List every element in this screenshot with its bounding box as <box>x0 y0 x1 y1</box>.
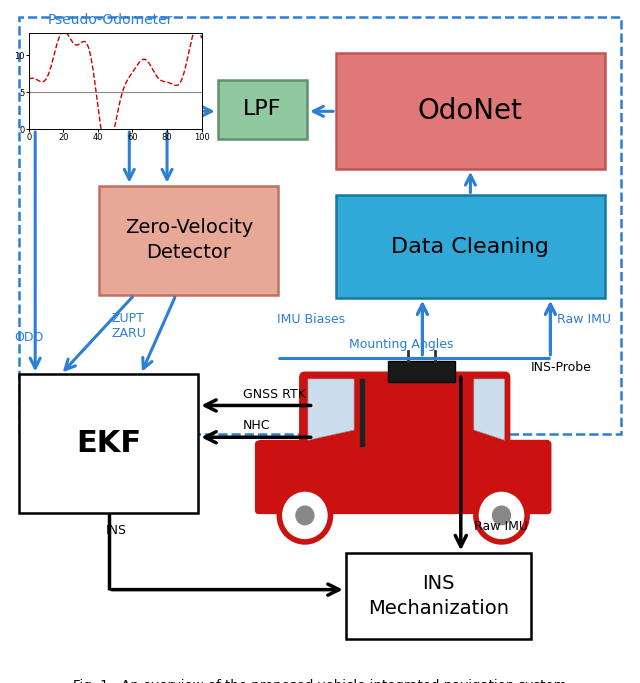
Text: Fig. 1.  An overview of the proposed vehicle integrated navigation system: Fig. 1. An overview of the proposed vehi… <box>73 679 567 683</box>
Polygon shape <box>308 379 354 440</box>
Bar <box>99 186 278 295</box>
Text: EKF: EKF <box>76 430 141 458</box>
Bar <box>346 553 531 639</box>
Text: GNSS RTK: GNSS RTK <box>243 388 306 401</box>
Circle shape <box>493 506 511 525</box>
Bar <box>259 440 548 452</box>
FancyBboxPatch shape <box>255 441 551 514</box>
Text: INS
Mechanization: INS Mechanization <box>368 574 509 618</box>
Text: Raw IMU: Raw IMU <box>474 520 527 533</box>
Text: LPF: LPF <box>243 99 282 120</box>
FancyBboxPatch shape <box>300 372 509 453</box>
Polygon shape <box>504 445 548 496</box>
Text: OdoNet: OdoNet <box>418 97 523 125</box>
Bar <box>336 53 605 169</box>
Text: ZARU: ZARU <box>112 326 147 339</box>
Bar <box>19 16 621 434</box>
Polygon shape <box>259 445 302 496</box>
Bar <box>336 195 605 298</box>
Text: ZUPT: ZUPT <box>112 311 145 324</box>
Text: ODO: ODO <box>14 331 44 344</box>
Text: Mounting Angles: Mounting Angles <box>349 338 453 351</box>
Bar <box>19 374 198 514</box>
Bar <box>218 79 307 139</box>
Text: NHC: NHC <box>243 419 271 432</box>
Text: Raw IMU: Raw IMU <box>557 313 611 326</box>
Text: Data Cleaning: Data Cleaning <box>392 237 549 257</box>
Circle shape <box>476 489 527 542</box>
FancyBboxPatch shape <box>388 361 456 382</box>
Circle shape <box>296 506 314 525</box>
Text: Zero-Velocity
Detector: Zero-Velocity Detector <box>125 218 253 262</box>
Text: INS-Probe: INS-Probe <box>531 361 592 374</box>
Bar <box>360 379 364 446</box>
Circle shape <box>279 489 330 542</box>
Text: Pseudo-Odometer: Pseudo-Odometer <box>48 12 173 27</box>
Text: IMU Biases: IMU Biases <box>278 313 346 326</box>
Text: INS: INS <box>106 523 127 537</box>
Polygon shape <box>474 379 504 440</box>
